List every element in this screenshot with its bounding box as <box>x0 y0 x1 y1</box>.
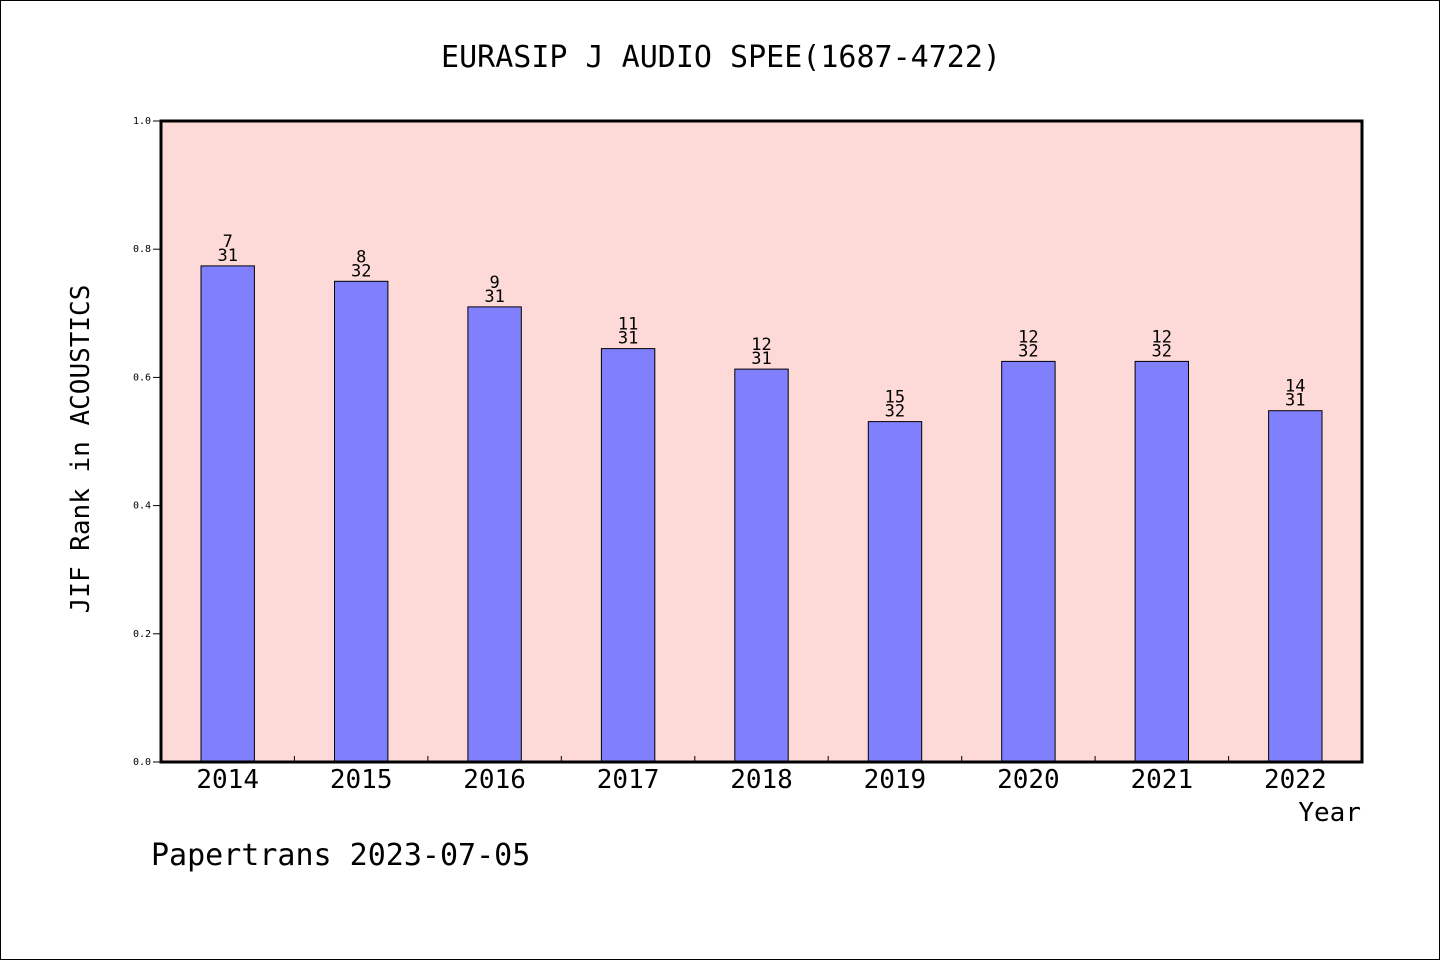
x-axis-label: Year <box>1298 798 1361 828</box>
bar-label-total-2018: 31 <box>751 349 771 369</box>
chart-title: EURASIP J AUDIO SPEE(1687-4722) <box>441 40 1001 75</box>
x-tick-label-2014: 2014 <box>196 765 259 795</box>
bar-label-rank-2016: 9 <box>489 273 499 293</box>
plot-border <box>159 119 1364 764</box>
bar-label-rank-2020: 12 <box>1018 327 1038 347</box>
y-axis-label: JIF Rank in ACOUSTICS <box>66 285 96 614</box>
bars-group <box>200 265 1323 763</box>
bar-label-total-2022: 31 <box>1285 391 1305 411</box>
bar-label-total-2019: 32 <box>885 402 905 422</box>
x-tick-label-2017: 2017 <box>597 765 660 795</box>
bar-2019 <box>867 421 923 763</box>
bar-label-rank-2014: 7 <box>223 232 233 252</box>
x-axis: 2014 2015 2016 2017 2018 2019 2020 2021 2022 <box>196 756 1327 795</box>
bar-2018 <box>734 368 789 763</box>
y-tick-label: 1.0 <box>133 116 151 127</box>
bar-2020 <box>1001 360 1056 763</box>
y-tick-label: 0.6 <box>133 372 151 383</box>
bar-2015 <box>334 280 389 763</box>
x-tick-label-2015: 2015 <box>330 765 393 795</box>
y-tick-label: 0.0 <box>133 757 151 768</box>
bar-label-rank-2019: 15 <box>885 388 905 408</box>
bar-2014 <box>200 265 255 763</box>
bar-label-total-2020: 32 <box>1018 341 1038 361</box>
bar-label-total-2014: 31 <box>217 246 237 266</box>
y-tick-label: 0.2 <box>133 629 151 640</box>
bar-label-rank-2017: 11 <box>618 315 638 335</box>
bar-label-rank-2022: 14 <box>1285 377 1305 397</box>
bar-2021 <box>1134 360 1189 763</box>
y-tick-label: 0.8 <box>133 244 151 255</box>
y-axis: 0.0 0.2 0.4 0.6 0.8 1.0 <box>133 116 161 768</box>
bar-label-rank-2021: 12 <box>1152 327 1172 347</box>
bar-2017 <box>600 348 656 763</box>
y-tick-label: 0.4 <box>133 501 151 512</box>
x-tick-label-2020: 2020 <box>997 765 1060 795</box>
bar-label-total-2017: 31 <box>618 329 638 349</box>
bar-label-total-2016: 31 <box>484 287 504 307</box>
bar-2016 <box>467 306 522 763</box>
x-tick-label-2022: 2022 <box>1264 765 1327 795</box>
bar-2022 <box>1268 410 1323 763</box>
x-tick-label-2018: 2018 <box>730 765 793 795</box>
x-tick-label-2021: 2021 <box>1130 765 1193 795</box>
bar-label-total-2015: 32 <box>351 261 371 281</box>
x-tick-label-2016: 2016 <box>463 765 526 795</box>
bar-label-rank-2015: 8 <box>356 247 366 267</box>
bar-label-total-2021: 32 <box>1152 341 1172 361</box>
x-tick-label-2019: 2019 <box>864 765 927 795</box>
bar-label-rank-2018: 12 <box>751 335 771 355</box>
footer-credit: Papertrans 2023-07-05 <box>151 838 530 873</box>
